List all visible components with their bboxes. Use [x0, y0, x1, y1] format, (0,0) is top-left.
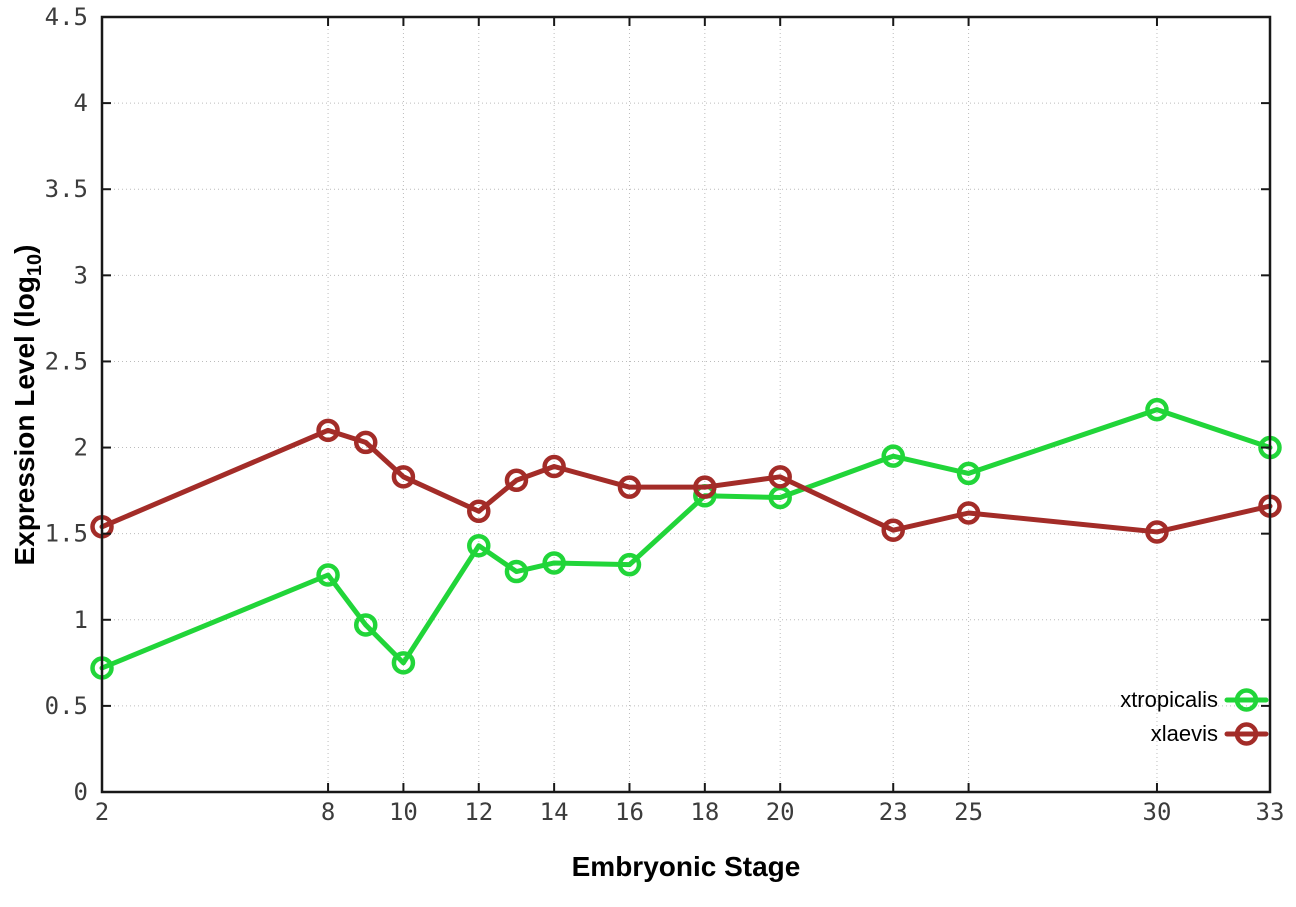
y-tick-label: 3	[74, 261, 88, 289]
data-point-xlaevis	[353, 430, 378, 455]
legend: xtropicalis xlaevis	[1120, 687, 1269, 746]
x-tick-label: 20	[766, 798, 795, 826]
legend-label-xlaevis: xlaevis	[1151, 721, 1218, 746]
data-point-xlaevis	[768, 465, 792, 489]
data-point-xtropicalis	[391, 651, 416, 675]
x-tick-label: 8	[321, 798, 335, 826]
ticks-layer	[101, 16, 1271, 793]
y-tick-label: 2	[74, 434, 88, 462]
data-point-xlaevis	[542, 454, 566, 479]
series-line-xlaevis	[99, 427, 1273, 535]
x-tick-label: 16	[615, 798, 644, 826]
data-point-xtropicalis	[467, 533, 491, 558]
tick-label-layer: 2 8 10 12 14 16 18 20 23 25 30 33 0 0.5 1 1.5 2 2.5 3 3.5 4 4…	[45, 3, 1285, 826]
data-point-xlaevis	[617, 475, 642, 499]
x-tick-label: 2	[95, 798, 109, 826]
data-point-xlaevis	[693, 475, 717, 499]
x-tick-label: 18	[690, 798, 719, 826]
x-tick-label: 12	[464, 798, 493, 826]
y-tick-label: 1	[74, 606, 88, 634]
x-tick-label: 25	[954, 798, 983, 826]
legend-marker-xlaevis	[1234, 722, 1259, 746]
data-point-xlaevis	[881, 518, 905, 542]
data-point-xlaevis	[956, 501, 981, 525]
y-tick-label: 3.5	[45, 175, 88, 203]
y-tick-label: 4.5	[45, 3, 88, 31]
data-point-xtropicalis	[353, 613, 378, 637]
y-tick-label: 0.5	[45, 692, 88, 720]
data-point-xtropicalis	[1145, 397, 1169, 422]
grid-layer	[102, 17, 1270, 792]
legend-marker-xtropicalis	[1234, 688, 1259, 712]
legend-label-xtropicalis: xtropicalis	[1120, 687, 1218, 712]
data-point-xtropicalis	[542, 551, 566, 575]
data-point-xtropicalis	[617, 552, 642, 577]
y-tick-label: 4	[74, 89, 88, 117]
y-tick-label: 2.5	[45, 347, 88, 375]
data-point-xlaevis	[391, 465, 416, 489]
data-point-xtropicalis	[504, 559, 529, 584]
data-point-xlaevis	[504, 468, 529, 493]
data-point-xlaevis	[1145, 520, 1169, 544]
series-line-xtropicalis	[99, 407, 1273, 671]
x-tick-label: 33	[1256, 798, 1285, 826]
x-tick-label: 23	[879, 798, 908, 826]
x-tick-label: 10	[389, 798, 418, 826]
y-axis-title-close: )	[9, 245, 40, 254]
data-point-xlaevis	[467, 499, 491, 524]
x-axis-title: Embryonic Stage	[572, 851, 801, 882]
y-axis-title-main: Expression Level (log	[9, 276, 40, 565]
data-point-xtropicalis	[956, 461, 981, 486]
x-tick-label: 14	[540, 798, 569, 826]
y-axis-title-subscript: 10	[24, 254, 46, 276]
plot-border	[100, 15, 1272, 794]
data-point-xlaevis	[316, 418, 340, 443]
y-tick-label: 1.5	[45, 520, 88, 548]
data-point-xtropicalis	[881, 444, 905, 468]
series-layer	[90, 397, 1282, 680]
y-axis-title: Expression Level (log10)	[9, 245, 46, 566]
x-tick-label: 30	[1143, 798, 1172, 826]
data-point-xtropicalis	[316, 563, 340, 587]
y-tick-label: 0	[74, 778, 88, 806]
